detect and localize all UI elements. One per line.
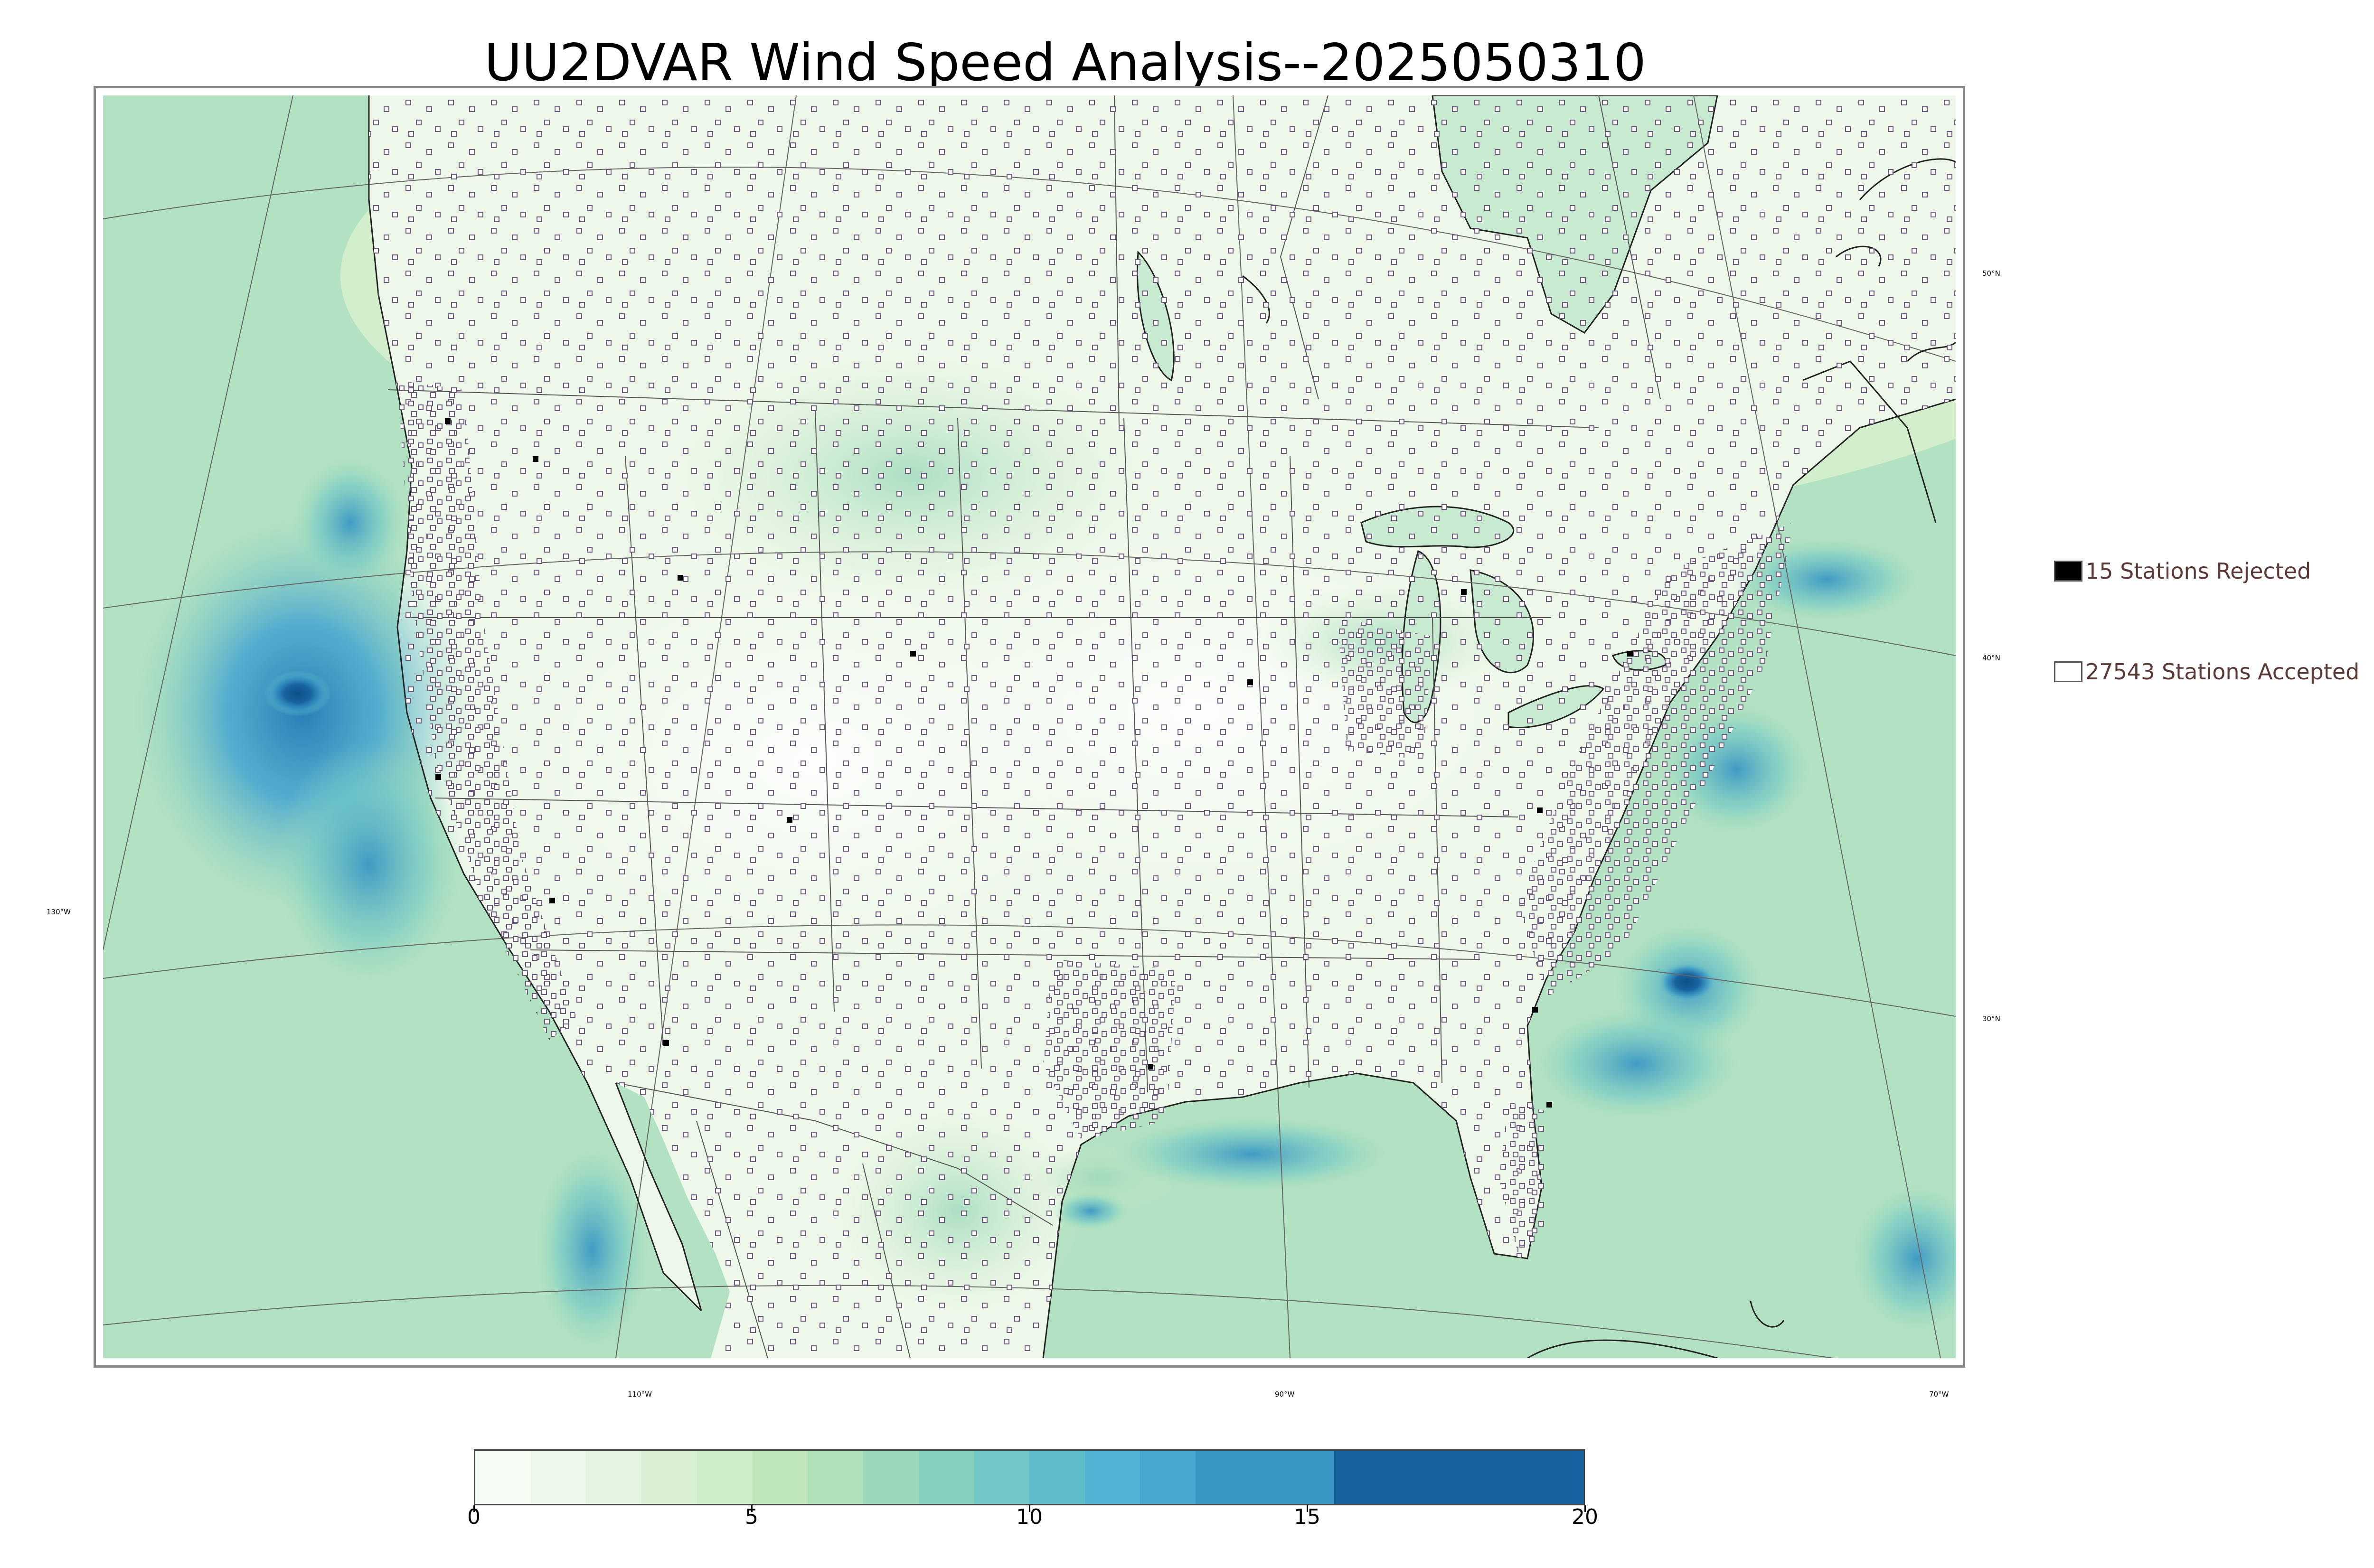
colorbar-tick-mark [751, 1505, 753, 1512]
colorbar-band [1084, 1451, 1141, 1504]
colorbar-band [1029, 1451, 1085, 1504]
atlantic-wind-core [1658, 962, 1716, 1002]
colorbar-band [1334, 1451, 1584, 1504]
colorbar-band [530, 1451, 587, 1504]
gulf-wind-max [1110, 1116, 1394, 1192]
lat-label-30n: 30°N [1982, 1014, 2000, 1023]
legend-accepted: 27543 Stations Accepted [2054, 659, 2359, 685]
colorbar-tick-mark [473, 1505, 475, 1512]
legend-accepted-swatch [2054, 661, 2082, 682]
lon-label-90w: 90°W [1275, 1390, 1295, 1399]
atlantic-wind-max [1850, 1183, 1956, 1334]
colorbar-band [974, 1451, 1030, 1504]
legend-rejected: 15 Stations Rejected [2054, 558, 2311, 584]
lon-label-70w: 70°W [1929, 1390, 1949, 1399]
colorbar-band [586, 1451, 642, 1504]
lat-label-40n: 40°N [1982, 654, 2000, 662]
wind-speed-colorbar [474, 1449, 1585, 1505]
gulf-wind-max [1053, 1192, 1129, 1230]
colorbar-tick-label: 20 [1572, 1505, 1598, 1529]
baja-wind-max [535, 1145, 649, 1353]
colorbar-band [1140, 1451, 1196, 1504]
station-dense-east [1518, 523, 1793, 997]
colorbar-band [641, 1451, 697, 1504]
colorbar-tick-mark [1029, 1505, 1030, 1512]
colorbar-band [918, 1451, 975, 1504]
lon-label-130w: 130°W [47, 908, 71, 916]
colorbar-tick-label: 5 [745, 1505, 758, 1529]
colorbar-band [1196, 1451, 1335, 1504]
colorbar-band [697, 1451, 753, 1504]
colorbar-tick-label: 0 [467, 1505, 480, 1529]
station-dense-chicago [1338, 618, 1432, 760]
legend-accepted-label: 27543 Stations Accepted [2085, 659, 2360, 685]
station-dense-florida [1499, 1102, 1546, 1254]
station-dense-texas [1043, 959, 1176, 1140]
atlantic-wind-max [1532, 1007, 1741, 1121]
map-title: UU2DVAR Wind Speed Analysis--2025050310 [484, 33, 1646, 93]
colorbar-tick-label: 10 [1016, 1505, 1043, 1529]
pacific-wind-max [274, 741, 464, 988]
colorbar-band [752, 1451, 809, 1504]
wind-speed-map [103, 95, 1956, 1358]
colorbar-band [863, 1451, 919, 1504]
legend-rejected-label: 15 Stations Rejected [2085, 558, 2311, 584]
colorbar-tick-mark [1307, 1505, 1308, 1512]
station-rejected-markers [435, 418, 1633, 1108]
station-dense-west-coast [397, 380, 578, 1040]
pacific-wind-max [293, 456, 407, 589]
station-accepted-markers [369, 95, 1956, 1358]
lon-label-110w: 110°W [628, 1390, 652, 1399]
colorbar-tick-mark [1584, 1505, 1586, 1512]
colorbar-band [808, 1451, 864, 1504]
colorbar-band [475, 1451, 531, 1504]
lat-label-50n: 50°N [1982, 269, 2000, 278]
legend-rejected-swatch [2054, 561, 2082, 582]
pacific-wind-core [264, 671, 331, 716]
map-frame [94, 86, 1965, 1368]
colorbar-tick-label: 15 [1294, 1505, 1320, 1529]
